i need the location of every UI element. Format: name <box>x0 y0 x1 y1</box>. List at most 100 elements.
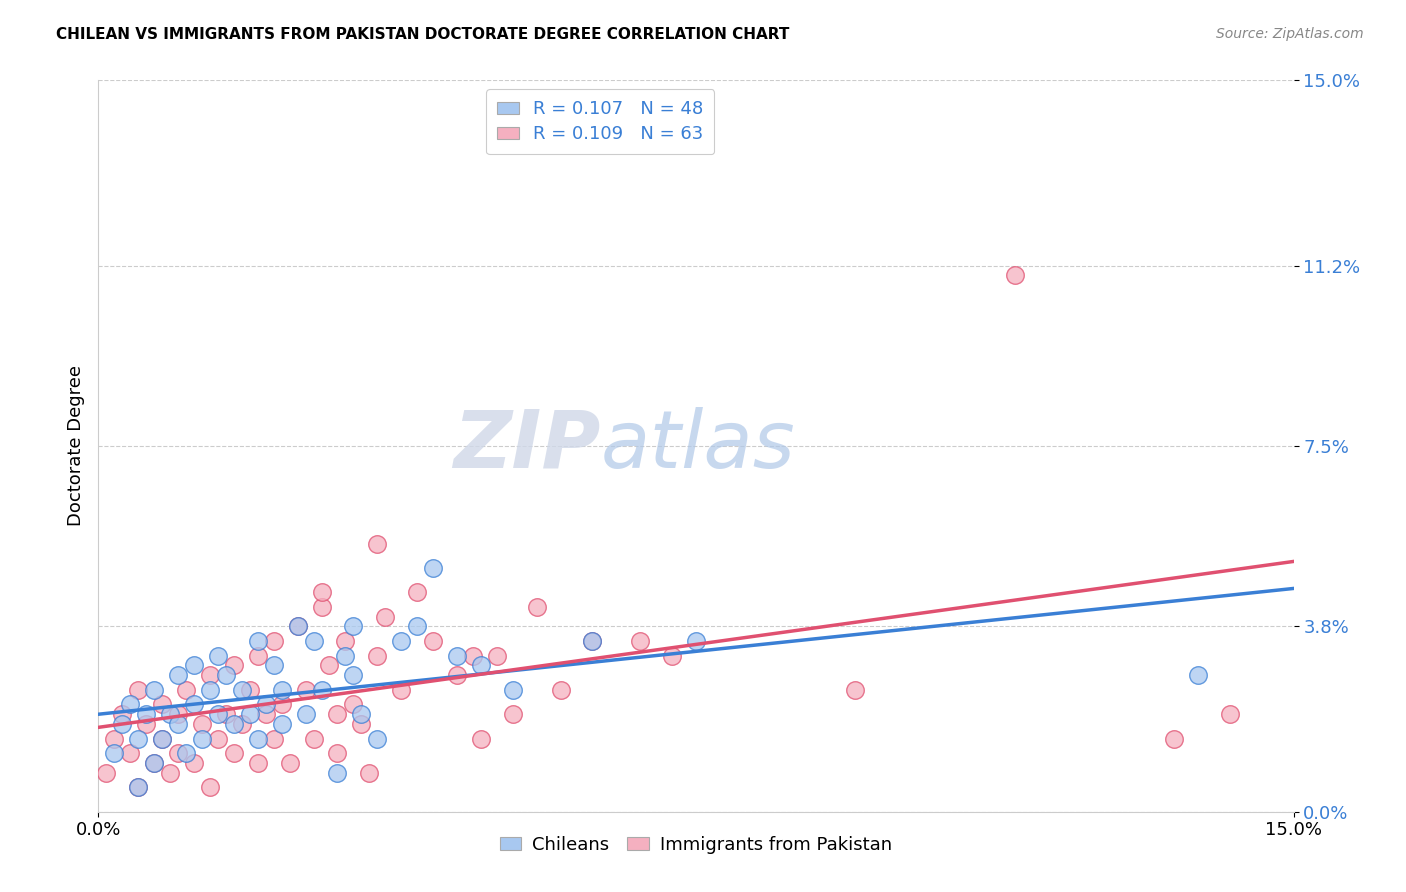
Point <box>207 648 229 663</box>
Point <box>470 731 492 746</box>
Point <box>502 707 524 722</box>
Point <box>406 585 429 599</box>
Point <box>470 658 492 673</box>
Point <box>174 746 197 760</box>
Point <box>422 634 444 648</box>
Point <box>263 731 285 746</box>
Point <box>270 682 292 697</box>
Point <box>287 619 309 633</box>
Point <box>366 731 388 746</box>
Point <box>207 731 229 746</box>
Point <box>661 648 683 663</box>
Point <box>406 619 429 633</box>
Point <box>550 682 572 697</box>
Point <box>167 746 190 760</box>
Point <box>311 682 333 697</box>
Point <box>246 731 269 746</box>
Text: ZIP: ZIP <box>453 407 600 485</box>
Point <box>302 731 325 746</box>
Point <box>231 682 253 697</box>
Point <box>302 634 325 648</box>
Point <box>335 634 357 648</box>
Point <box>127 780 149 795</box>
Point <box>150 731 173 746</box>
Point <box>294 707 316 722</box>
Point <box>366 536 388 550</box>
Point <box>222 717 245 731</box>
Point <box>143 756 166 770</box>
Point <box>222 746 245 760</box>
Point <box>270 717 292 731</box>
Point <box>143 756 166 770</box>
Point <box>198 682 221 697</box>
Point <box>135 707 157 722</box>
Text: atlas: atlas <box>600 407 796 485</box>
Point <box>254 707 277 722</box>
Point <box>366 648 388 663</box>
Point <box>167 717 190 731</box>
Point <box>150 731 173 746</box>
Point <box>127 731 149 746</box>
Point <box>422 561 444 575</box>
Point <box>1163 731 1185 746</box>
Point <box>844 682 866 697</box>
Text: Source: ZipAtlas.com: Source: ZipAtlas.com <box>1216 27 1364 41</box>
Point <box>111 717 134 731</box>
Point <box>198 668 221 682</box>
Point <box>167 707 190 722</box>
Point <box>103 731 125 746</box>
Point <box>222 658 245 673</box>
Point <box>135 717 157 731</box>
Point <box>183 698 205 712</box>
Point <box>215 707 238 722</box>
Point <box>350 717 373 731</box>
Point <box>374 609 396 624</box>
Legend: Chileans, Immigrants from Pakistan: Chileans, Immigrants from Pakistan <box>492 829 900 861</box>
Point <box>167 668 190 682</box>
Point <box>342 619 364 633</box>
Point <box>183 756 205 770</box>
Point <box>191 717 214 731</box>
Point <box>342 698 364 712</box>
Point <box>526 599 548 614</box>
Point <box>628 634 651 648</box>
Point <box>263 634 285 648</box>
Point <box>685 634 707 648</box>
Point <box>350 707 373 722</box>
Point <box>120 746 142 760</box>
Point <box>581 634 603 648</box>
Point <box>342 668 364 682</box>
Y-axis label: Doctorate Degree: Doctorate Degree <box>66 366 84 526</box>
Point <box>120 698 142 712</box>
Point <box>502 682 524 697</box>
Point <box>96 765 118 780</box>
Point <box>485 648 508 663</box>
Point <box>246 648 269 663</box>
Point <box>294 682 316 697</box>
Point <box>389 634 412 648</box>
Point <box>326 746 349 760</box>
Point <box>1219 707 1241 722</box>
Point <box>239 707 262 722</box>
Point <box>127 682 149 697</box>
Point <box>246 634 269 648</box>
Point <box>446 668 468 682</box>
Point <box>231 717 253 731</box>
Point <box>581 634 603 648</box>
Point <box>389 682 412 697</box>
Point <box>1187 668 1209 682</box>
Point <box>215 668 238 682</box>
Point <box>191 731 214 746</box>
Point <box>143 682 166 697</box>
Point <box>150 698 173 712</box>
Point <box>446 648 468 663</box>
Point <box>287 619 309 633</box>
Point <box>111 707 134 722</box>
Point <box>318 658 340 673</box>
Point <box>246 756 269 770</box>
Point <box>103 746 125 760</box>
Point <box>207 707 229 722</box>
Point <box>127 780 149 795</box>
Point <box>335 648 357 663</box>
Point <box>239 682 262 697</box>
